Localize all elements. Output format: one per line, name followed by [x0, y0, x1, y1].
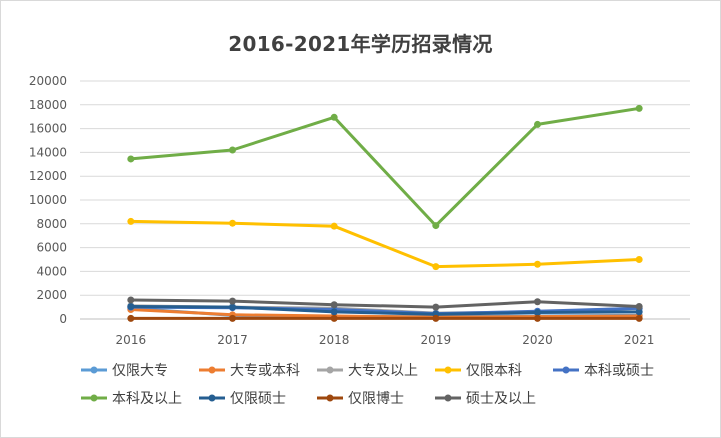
data-point	[534, 260, 541, 268]
y-tick-label: 0	[59, 312, 67, 326]
data-point	[229, 219, 236, 227]
legend-label: 大专或本科	[230, 363, 300, 379]
legend-item: 仅限博士	[316, 388, 434, 408]
legend-label: 本科及以上	[112, 391, 182, 407]
series-lines	[127, 104, 643, 322]
data-point	[127, 296, 135, 304]
legend-label: 仅限硕士	[230, 391, 286, 407]
x-tick-label: 2017	[217, 333, 248, 347]
data-point	[229, 303, 236, 311]
legend-swatch-marker	[444, 394, 452, 402]
data-point	[229, 297, 236, 305]
y-tick-label: 16000	[29, 122, 67, 136]
data-point	[432, 303, 440, 311]
series-line	[129, 106, 641, 228]
legend-swatch-marker	[208, 394, 216, 402]
legend-swatch-marker	[444, 366, 452, 374]
legend-label: 大专及以上	[348, 363, 418, 379]
data-point	[432, 263, 440, 271]
y-tick-label: 8000	[36, 217, 67, 231]
legend-swatch-marker	[562, 366, 570, 374]
legend-label: 仅限本科	[466, 363, 522, 379]
x-tick-label: 2019	[421, 333, 452, 347]
legend-item: 大专及以上	[316, 360, 434, 380]
legend-swatch	[435, 366, 461, 374]
legend-item: 本科或硕士	[552, 360, 670, 380]
y-tick-label: 18000	[29, 98, 67, 112]
legend-swatch	[81, 366, 107, 374]
legend-swatch-marker	[326, 366, 334, 374]
data-point	[229, 146, 236, 154]
y-tick-label: 2000	[36, 288, 67, 302]
legend-label: 硕士及以上	[466, 391, 536, 407]
y-tick-label: 6000	[36, 241, 67, 255]
y-tick-label: 14000	[29, 145, 67, 159]
legend-swatch	[199, 366, 225, 374]
data-point	[330, 222, 338, 230]
legend-item: 仅限本科	[434, 360, 552, 380]
series-line	[129, 219, 641, 269]
legend-label: 本科或硕士	[584, 363, 654, 379]
series-line	[129, 298, 641, 309]
data-point	[330, 314, 338, 322]
x-tick-label: 2020	[522, 333, 553, 347]
legend-swatch-marker	[90, 366, 98, 374]
legend-label: 仅限博士	[348, 391, 404, 407]
legend-swatch-marker	[208, 366, 216, 374]
data-point	[330, 113, 338, 121]
data-point	[635, 104, 643, 112]
data-point	[432, 314, 440, 322]
data-point	[635, 314, 643, 322]
legend-item: 仅限硕士	[198, 388, 316, 408]
data-point	[127, 217, 135, 225]
data-point	[127, 155, 135, 163]
legend-swatch-marker	[90, 394, 98, 402]
x-tick-label: 2021	[624, 333, 655, 347]
legend-item: 本科及以上	[80, 388, 198, 408]
y-tick-label: 4000	[36, 264, 67, 278]
series-line	[129, 308, 641, 319]
data-point	[330, 308, 338, 316]
legend-swatch	[81, 394, 107, 402]
legend-swatch	[435, 394, 461, 402]
legend-item: 仅限大专	[80, 360, 198, 380]
x-tick-label: 2016	[116, 333, 147, 347]
data-point	[534, 308, 541, 316]
legend-item: 硕士及以上	[434, 388, 552, 408]
y-tick-label: 20000	[29, 74, 67, 88]
chart-title: 2016-2021年学历招录情况	[228, 32, 493, 56]
legend-swatch	[317, 394, 343, 402]
data-point	[534, 314, 541, 322]
data-point	[127, 314, 135, 322]
legend-row: 仅限大专 大专或本科 大专及以上 仅限本科 本科或硕士	[80, 360, 670, 380]
legend-swatch	[199, 394, 225, 402]
legend-row: 本科及以上 仅限硕士 仅限博士 硕士及以上	[80, 388, 552, 408]
data-point	[635, 256, 643, 263]
legend-label: 仅限大专	[112, 363, 168, 379]
gridlines	[80, 80, 690, 320]
data-point	[635, 303, 643, 311]
legend-swatch	[553, 366, 579, 374]
y-tick-label: 12000	[29, 169, 67, 183]
legend-item: 大专或本科	[198, 360, 316, 380]
x-tick-label: 2018	[319, 333, 350, 347]
x-axis-tick-labels: 2016 2017 2018 2019 2020 2021	[116, 333, 655, 347]
legend-swatch	[317, 366, 343, 374]
data-point	[127, 303, 135, 311]
data-point	[330, 301, 338, 309]
data-point	[534, 120, 541, 128]
data-point	[534, 298, 541, 306]
series-line	[129, 305, 641, 316]
data-point	[229, 314, 236, 322]
y-tick-label: 10000	[29, 193, 67, 207]
data-point	[432, 222, 440, 230]
legend-swatch-marker	[326, 394, 334, 402]
y-axis-tick-labels: 0 2000 4000 6000 8000 10000 12000 14000 16000 180…	[29, 74, 67, 326]
data-point	[635, 308, 643, 316]
